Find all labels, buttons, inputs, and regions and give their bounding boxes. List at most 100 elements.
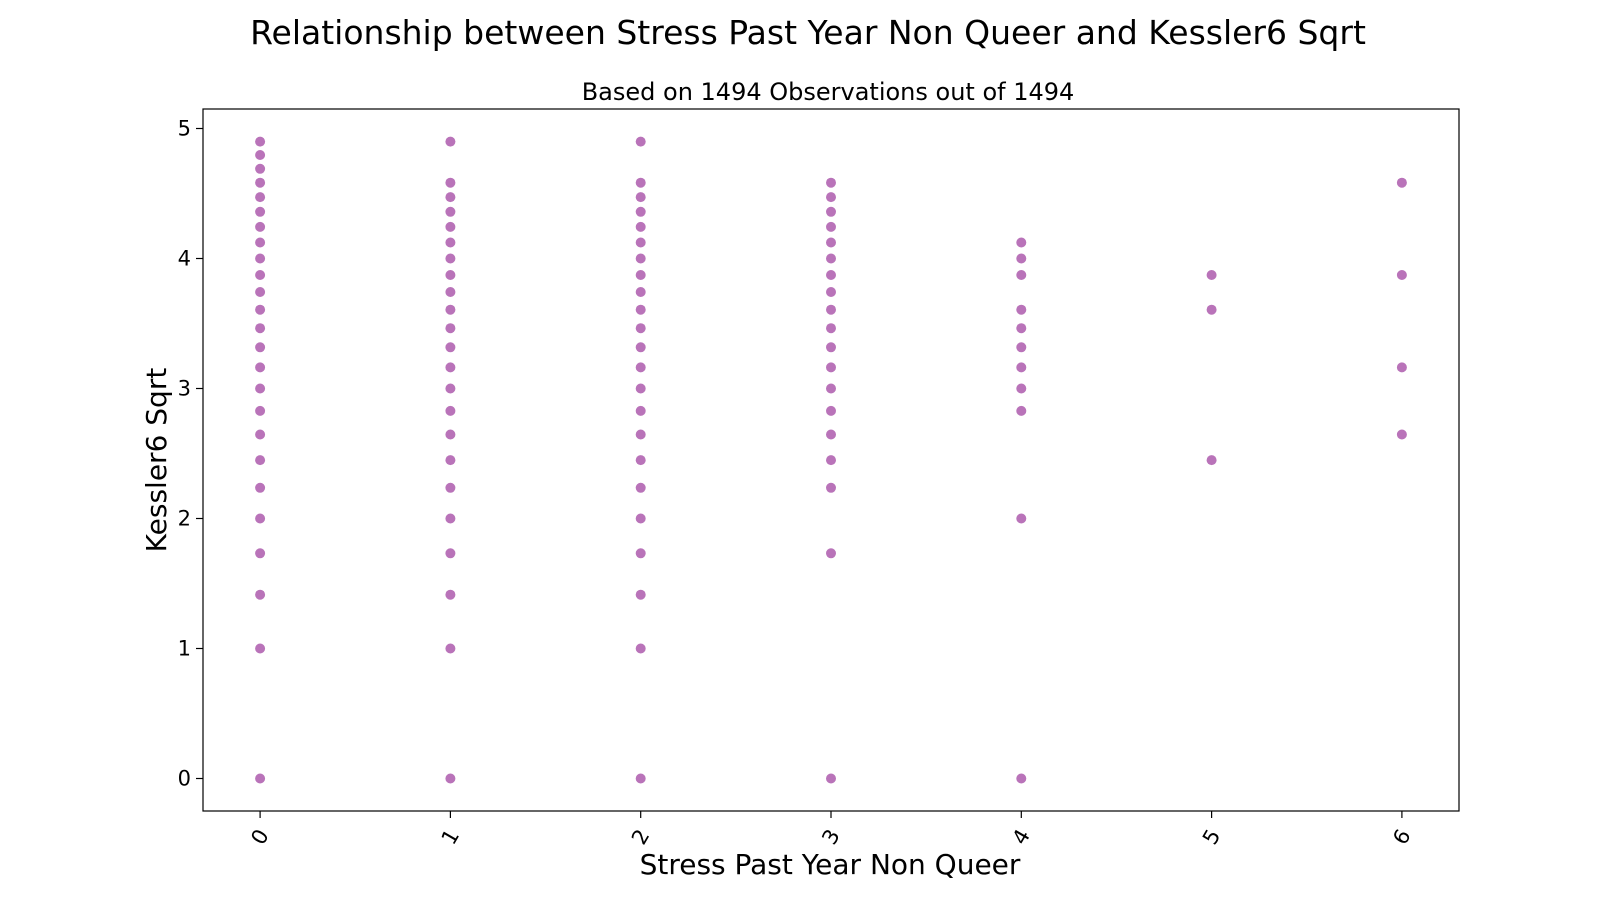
data-point <box>826 548 836 559</box>
data-point <box>826 362 836 373</box>
data-point <box>255 482 266 493</box>
x-tick-label: 6 <box>1388 825 1415 849</box>
data-point <box>255 429 266 440</box>
data-point <box>635 383 646 394</box>
data-point <box>255 383 266 394</box>
y-tick-label: 3 <box>178 377 191 401</box>
data-point <box>826 455 836 466</box>
data-point <box>445 548 456 559</box>
data-point <box>826 192 836 203</box>
data-point <box>826 773 836 784</box>
data-point <box>635 589 646 600</box>
x-tick-label: 2 <box>627 825 654 849</box>
data-point <box>445 177 456 188</box>
data-point <box>826 237 836 248</box>
data-point <box>255 323 266 334</box>
data-point <box>1206 270 1217 280</box>
data-point <box>1396 429 1407 440</box>
data-point <box>826 482 836 493</box>
data-point <box>255 206 266 217</box>
data-point <box>1016 773 1027 784</box>
data-point <box>445 136 456 147</box>
data-point <box>445 362 456 373</box>
data-point <box>255 589 266 600</box>
y-tick-label: 2 <box>178 507 191 531</box>
data-point <box>255 270 266 280</box>
data-point <box>255 362 266 373</box>
data-point <box>1016 237 1027 248</box>
data-point <box>1016 342 1027 353</box>
chart-subtitle: Based on 1494 Observations out of 1494 <box>582 78 1075 106</box>
data-point <box>1206 455 1217 466</box>
data-point <box>635 362 646 373</box>
data-point <box>445 323 456 334</box>
data-point <box>255 221 266 232</box>
x-tick-label: 4 <box>1008 825 1035 849</box>
x-axis: 0 1 2 3 4 5 6 <box>246 811 1416 849</box>
data-point <box>445 253 456 264</box>
data-point <box>826 429 836 440</box>
data-point <box>635 548 646 559</box>
data-point <box>445 206 456 217</box>
chart-title: Relationship between Stress Past Year No… <box>250 13 1366 52</box>
data-point <box>1016 323 1027 334</box>
data-point <box>1016 405 1027 416</box>
x-axis-label: Stress Past Year Non Queer <box>640 848 1021 881</box>
y-tick-label: 5 <box>178 117 191 141</box>
data-point <box>445 237 456 248</box>
data-point <box>635 323 646 334</box>
data-point <box>255 455 266 466</box>
data-point <box>445 287 456 297</box>
data-point <box>826 287 836 297</box>
data-points <box>255 136 1407 784</box>
data-point <box>635 304 646 315</box>
data-point <box>445 589 456 600</box>
data-point <box>826 405 836 416</box>
data-point <box>445 482 456 493</box>
data-point <box>255 163 266 174</box>
y-axis-label: Kessler6 Sqrt <box>140 368 173 553</box>
data-point <box>255 150 266 160</box>
data-point <box>1016 304 1027 315</box>
data-point <box>255 253 266 264</box>
data-point <box>445 342 456 353</box>
data-point <box>445 270 456 280</box>
data-point <box>445 405 456 416</box>
data-point <box>255 192 266 203</box>
x-tick-label: 0 <box>246 825 273 849</box>
data-point <box>635 270 646 280</box>
data-point <box>635 221 646 232</box>
data-point <box>635 773 646 784</box>
data-point <box>255 643 266 654</box>
data-point <box>255 177 266 188</box>
y-tick-label: 4 <box>178 247 191 271</box>
data-point <box>635 342 646 353</box>
data-point <box>635 455 646 466</box>
data-point <box>445 192 456 203</box>
x-tick-label: 1 <box>437 825 464 849</box>
data-point <box>635 177 646 188</box>
data-point <box>635 237 646 248</box>
data-point <box>255 405 266 416</box>
data-point <box>635 429 646 440</box>
data-point <box>445 429 456 440</box>
data-point <box>1016 362 1027 373</box>
data-point <box>1396 362 1407 373</box>
data-point <box>635 136 646 147</box>
data-point <box>1016 383 1027 394</box>
data-point <box>635 192 646 203</box>
data-point <box>255 237 266 248</box>
data-point <box>826 221 836 232</box>
data-point <box>255 548 266 559</box>
data-point <box>445 221 456 232</box>
data-point <box>255 342 266 353</box>
data-point <box>445 304 456 315</box>
data-point <box>255 304 266 315</box>
data-point <box>1396 270 1407 280</box>
data-point <box>255 136 266 147</box>
data-point <box>826 342 836 353</box>
data-point <box>635 253 646 264</box>
data-point <box>255 513 266 524</box>
data-point <box>1016 253 1027 264</box>
